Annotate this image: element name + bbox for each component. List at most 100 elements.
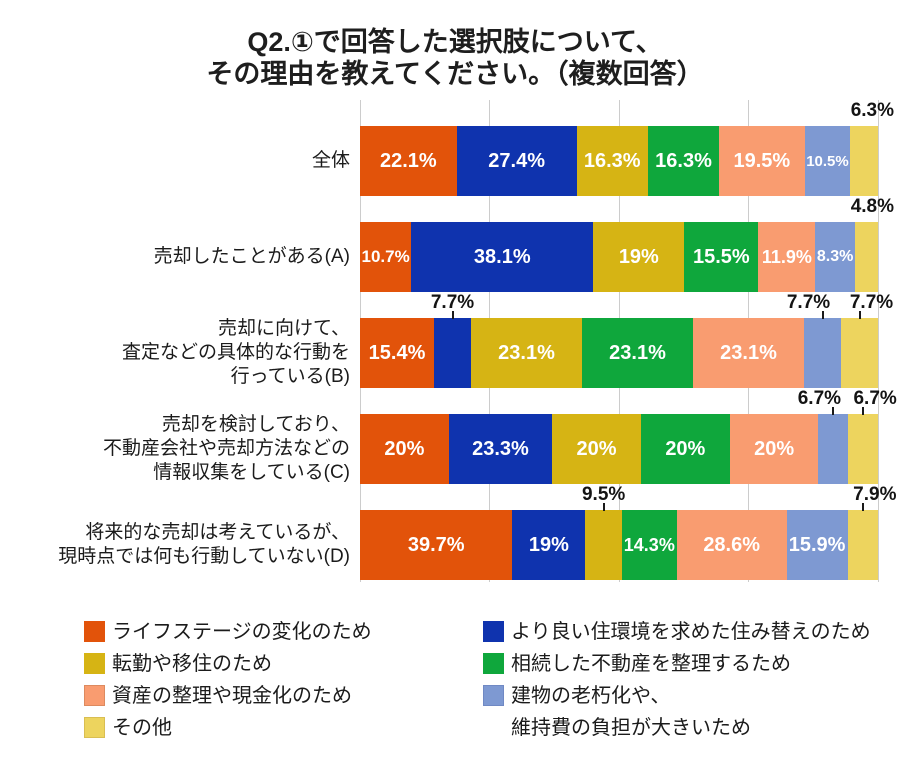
bar-segment: [850, 126, 878, 196]
callout-value-label: 9.5%: [581, 484, 626, 505]
row-label: 売却に向けて、査定などの具体的な行動を行っている(B): [0, 318, 350, 388]
segment-value-label: 28.6%: [703, 533, 761, 556]
chart-title: Q2.①で回答した選択肢について、 その理由を教えてください。（複数回答）: [0, 26, 910, 90]
bar-segment: 28.6%: [676, 510, 787, 580]
bar-segment: 10.7%: [360, 222, 412, 292]
segment-value-label: 39.7%: [407, 533, 465, 556]
bar-segment: [847, 510, 878, 580]
bar-segment: 38.1%: [411, 222, 594, 292]
bar-segment: 19.5%: [719, 126, 805, 196]
legend-label: その他: [112, 712, 172, 744]
bar-segment: 20%: [729, 414, 819, 484]
legend-label: 転勤や移住のため: [112, 648, 272, 680]
callout-value-label: 7.7%: [849, 292, 894, 313]
segment-value-label: 27.4%: [488, 149, 545, 172]
segment-value-label: 22.1%: [379, 149, 437, 172]
bar-segment: 23.1%: [471, 318, 582, 388]
bar-segment: 16.3%: [647, 126, 720, 196]
segment-value-label: 19.5%: [733, 149, 791, 172]
bar-segment: [434, 318, 471, 388]
callout-value-label: 6.7%: [853, 388, 897, 409]
bar-segment: [841, 318, 878, 388]
bar-segment: 10.5%: [804, 126, 851, 196]
grid-line: [877, 100, 879, 582]
legend-label-line: その他: [112, 717, 172, 739]
legend-swatch: [84, 621, 105, 642]
bar-area: 15.4% 23.1% 23.1% 23.1% 7.7% 7.7% 7.7%: [360, 292, 893, 388]
callout-tick: [861, 503, 864, 511]
row-label-line: 売却したことがある(A): [153, 246, 350, 267]
row-label: 売却したことがある(A): [0, 222, 350, 292]
legend-label: ライフステージの変化のため: [112, 616, 372, 648]
bar-segment: 19%: [593, 222, 685, 292]
bar-segment: 8.3%: [815, 222, 855, 292]
legend-label: 建物の老朽化や、 維持費の負担が大きいため: [511, 680, 751, 744]
bar-segment: 23.1%: [582, 318, 693, 388]
callout-value-label: 7.7%: [430, 292, 475, 313]
legend-item: 転勤や移住のため: [84, 648, 483, 680]
segment-value-label: 23.1%: [498, 341, 555, 364]
stacked-bar: 22.1% 27.4% 16.3% 16.3% 19.5% 10.5%: [360, 126, 878, 196]
segment-value-label: 20%: [384, 437, 425, 460]
chart-title-line-1: Q2.①で回答した選択肢について、: [247, 27, 663, 57]
legend: ライフステージの変化のため転勤や移住のため資産の整理や現金化のためその他 より良…: [84, 616, 871, 744]
bar-segment: 14.3%: [621, 510, 677, 580]
bar-area: 10.7% 38.1% 19% 15.5% 11.9% 8.3% 4.8%: [360, 196, 894, 292]
legend-label: 資産の整理や現金化のため: [112, 680, 352, 712]
segment-value-label: 38.1%: [473, 245, 531, 268]
row-label-line: 査定などの具体的な行動を: [121, 342, 350, 363]
legend-label: 相続した不動産を整理するため: [511, 648, 791, 680]
legend-label-line: より良い住環境を求めた住み替えのため: [511, 621, 871, 643]
bar-area: 22.1% 27.4% 16.3% 16.3% 19.5% 10.5% 6.3%: [360, 100, 894, 196]
legend-label-line: 転勤や移住のため: [112, 653, 272, 675]
row-label: 売却を検討しており、 不動産会社や売却方法などの 情報収集をしている(C): [0, 414, 350, 484]
bar-segment: 15.4%: [360, 318, 434, 388]
segment-value-label: 23.3%: [472, 437, 529, 460]
segment-value-label: 23.1%: [720, 341, 777, 364]
callout-value-label: 6.3%: [850, 100, 894, 121]
row-label-line: 行っている(B): [230, 366, 350, 387]
callout-tick: [821, 311, 824, 319]
legend-item: 相続した不動産を整理するため: [483, 648, 871, 680]
row-label-line: 情報収集をしている(C): [153, 462, 350, 483]
legend-label-line: 相続した不動産を整理するため: [511, 653, 791, 675]
row-label-line: 売却に向けて、: [217, 318, 350, 339]
segment-value-label: 19%: [618, 245, 659, 268]
callout-value-label: 7.7%: [786, 292, 831, 313]
segment-value-label: 16.3%: [583, 149, 641, 172]
bar-segment: 22.1%: [360, 126, 457, 196]
segment-value-label: 10.7%: [361, 247, 410, 266]
legend-swatch: [84, 717, 105, 738]
segment-value-label: 23.1%: [609, 341, 666, 364]
bar-segment: 23.1%: [693, 318, 804, 388]
stacked-bar: 20% 23.3% 20% 20% 20%: [360, 414, 878, 484]
bar-row: 売却を検討しており、 不動産会社や売却方法などの 情報収集をしている(C) 20% 23…: [0, 388, 910, 484]
row-label-line: 将来的な売却は考えているが、: [85, 522, 350, 543]
callout-value-label: 4.8%: [850, 196, 894, 217]
segment-value-label: 16.3%: [655, 149, 712, 172]
segment-value-label: 10.5%: [806, 152, 849, 170]
callout-tick: [602, 503, 605, 511]
plot-area: 全体 22.1% 27.4% 16.3% 16.3% 19.5% 10.5% 6.3% 売却した…: [0, 100, 910, 584]
stacked-bar: 39.7% 19% 14.3% 28.6% 15.9%: [360, 510, 878, 580]
legend-swatch: [483, 653, 504, 674]
segment-value-label: 11.9%: [761, 246, 812, 267]
segment-value-label: 15.9%: [788, 533, 846, 556]
callout-tick: [451, 311, 454, 319]
bar-segment: 11.9%: [758, 222, 816, 292]
legend-swatch: [84, 685, 105, 706]
row-label-line: 売却を検討しており、: [161, 414, 350, 435]
callout-value-label: 6.7%: [797, 388, 842, 409]
legend-item: ライフステージの変化のため: [84, 616, 483, 648]
legend-label-line: 建物の老朽化や、: [511, 685, 671, 707]
bar-segment: [854, 222, 878, 292]
bar-row: 売却に向けて、 査定などの具体的な行動を 行っている(B) 15.4% 23.1% 23.…: [0, 292, 910, 388]
bar-segment: [848, 414, 878, 484]
legend-swatch: [483, 621, 504, 642]
bar-area: 20% 23.3% 20% 20% 20% 6.7% 6.7%: [360, 388, 897, 484]
bar-segment: 20%: [360, 414, 449, 484]
callout-value-label: 7.9%: [853, 484, 897, 505]
legend-swatch: [483, 685, 504, 706]
legend-swatch: [84, 653, 105, 674]
